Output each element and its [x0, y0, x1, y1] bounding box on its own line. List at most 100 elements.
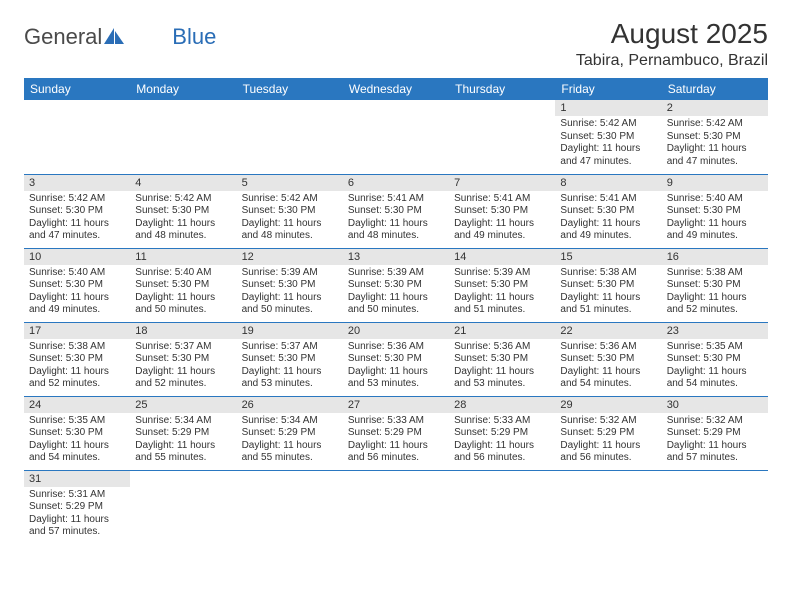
sunrise-text: Sunrise: 5:39 AM	[348, 267, 444, 280]
calendar-day-cell	[237, 470, 343, 544]
calendar-day-cell: 17Sunrise: 5:38 AMSunset: 5:30 PMDayligh…	[24, 322, 130, 396]
calendar-day-cell: 18Sunrise: 5:37 AMSunset: 5:30 PMDayligh…	[130, 322, 236, 396]
sunset-text: Sunset: 5:30 PM	[454, 353, 550, 366]
calendar-day-cell: 10Sunrise: 5:40 AMSunset: 5:30 PMDayligh…	[24, 248, 130, 322]
daylight-text: Daylight: 11 hours and 54 minutes.	[29, 440, 125, 465]
day-details: Sunrise: 5:31 AMSunset: 5:29 PMDaylight:…	[24, 487, 130, 543]
day-details: Sunrise: 5:41 AMSunset: 5:30 PMDaylight:…	[449, 191, 555, 247]
daylight-text: Daylight: 11 hours and 55 minutes.	[242, 440, 338, 465]
calendar-day-cell	[662, 470, 768, 544]
day-number: 17	[24, 323, 130, 339]
day-number: 31	[24, 471, 130, 487]
sunset-text: Sunset: 5:29 PM	[560, 427, 656, 440]
day-details: Sunrise: 5:40 AMSunset: 5:30 PMDaylight:…	[662, 191, 768, 247]
weekday-header: Sunday	[24, 78, 130, 100]
sunrise-text: Sunrise: 5:40 AM	[667, 193, 763, 206]
calendar-day-cell	[24, 100, 130, 174]
sunrise-text: Sunrise: 5:32 AM	[667, 415, 763, 428]
sunset-text: Sunset: 5:30 PM	[667, 205, 763, 218]
daylight-text: Daylight: 11 hours and 48 minutes.	[242, 218, 338, 243]
calendar-day-cell: 31Sunrise: 5:31 AMSunset: 5:29 PMDayligh…	[24, 470, 130, 544]
sunset-text: Sunset: 5:30 PM	[560, 131, 656, 144]
day-details: Sunrise: 5:36 AMSunset: 5:30 PMDaylight:…	[343, 339, 449, 395]
day-number: 22	[555, 323, 661, 339]
day-details: Sunrise: 5:35 AMSunset: 5:30 PMDaylight:…	[24, 413, 130, 469]
day-number: 28	[449, 397, 555, 413]
sunset-text: Sunset: 5:29 PM	[348, 427, 444, 440]
day-number: 20	[343, 323, 449, 339]
day-number: 3	[24, 175, 130, 191]
sunset-text: Sunset: 5:30 PM	[348, 205, 444, 218]
sunrise-text: Sunrise: 5:36 AM	[560, 341, 656, 354]
day-number: 9	[662, 175, 768, 191]
calendar-day-cell: 8Sunrise: 5:41 AMSunset: 5:30 PMDaylight…	[555, 174, 661, 248]
sunset-text: Sunset: 5:30 PM	[454, 205, 550, 218]
daylight-text: Daylight: 11 hours and 53 minutes.	[242, 366, 338, 391]
day-details: Sunrise: 5:33 AMSunset: 5:29 PMDaylight:…	[449, 413, 555, 469]
day-number: 18	[130, 323, 236, 339]
sunset-text: Sunset: 5:30 PM	[667, 279, 763, 292]
day-details: Sunrise: 5:42 AMSunset: 5:30 PMDaylight:…	[555, 116, 661, 172]
sunset-text: Sunset: 5:30 PM	[29, 353, 125, 366]
daylight-text: Daylight: 11 hours and 49 minutes.	[454, 218, 550, 243]
sunset-text: Sunset: 5:30 PM	[135, 205, 231, 218]
calendar-day-cell: 29Sunrise: 5:32 AMSunset: 5:29 PMDayligh…	[555, 396, 661, 470]
sunrise-text: Sunrise: 5:42 AM	[242, 193, 338, 206]
day-number: 4	[130, 175, 236, 191]
sunrise-text: Sunrise: 5:39 AM	[454, 267, 550, 280]
calendar-table: Sunday Monday Tuesday Wednesday Thursday…	[24, 78, 768, 544]
location-text: Tabira, Pernambuco, Brazil	[576, 52, 768, 70]
day-number: 29	[555, 397, 661, 413]
calendar-day-cell: 20Sunrise: 5:36 AMSunset: 5:30 PMDayligh…	[343, 322, 449, 396]
daylight-text: Daylight: 11 hours and 47 minutes.	[560, 143, 656, 168]
sunrise-text: Sunrise: 5:42 AM	[29, 193, 125, 206]
day-number: 11	[130, 249, 236, 265]
day-details: Sunrise: 5:33 AMSunset: 5:29 PMDaylight:…	[343, 413, 449, 469]
day-number: 8	[555, 175, 661, 191]
sunrise-text: Sunrise: 5:32 AM	[560, 415, 656, 428]
sunset-text: Sunset: 5:30 PM	[454, 279, 550, 292]
daylight-text: Daylight: 11 hours and 51 minutes.	[560, 292, 656, 317]
day-number: 21	[449, 323, 555, 339]
calendar-day-cell: 14Sunrise: 5:39 AMSunset: 5:30 PMDayligh…	[449, 248, 555, 322]
sunrise-text: Sunrise: 5:40 AM	[135, 267, 231, 280]
day-details: Sunrise: 5:41 AMSunset: 5:30 PMDaylight:…	[555, 191, 661, 247]
brand-logo: General Blue	[24, 18, 216, 50]
daylight-text: Daylight: 11 hours and 49 minutes.	[560, 218, 656, 243]
weekday-header: Wednesday	[343, 78, 449, 100]
day-number: 30	[662, 397, 768, 413]
day-details: Sunrise: 5:42 AMSunset: 5:30 PMDaylight:…	[130, 191, 236, 247]
daylight-text: Daylight: 11 hours and 52 minutes.	[135, 366, 231, 391]
sunset-text: Sunset: 5:29 PM	[454, 427, 550, 440]
sunset-text: Sunset: 5:29 PM	[135, 427, 231, 440]
calendar-day-cell: 26Sunrise: 5:34 AMSunset: 5:29 PMDayligh…	[237, 396, 343, 470]
day-number: 12	[237, 249, 343, 265]
calendar-day-cell: 16Sunrise: 5:38 AMSunset: 5:30 PMDayligh…	[662, 248, 768, 322]
day-details: Sunrise: 5:32 AMSunset: 5:29 PMDaylight:…	[555, 413, 661, 469]
calendar-day-cell	[449, 100, 555, 174]
calendar-week-row: 31Sunrise: 5:31 AMSunset: 5:29 PMDayligh…	[24, 470, 768, 544]
calendar-day-cell: 15Sunrise: 5:38 AMSunset: 5:30 PMDayligh…	[555, 248, 661, 322]
sunrise-text: Sunrise: 5:33 AM	[454, 415, 550, 428]
calendar-day-cell: 30Sunrise: 5:32 AMSunset: 5:29 PMDayligh…	[662, 396, 768, 470]
day-details: Sunrise: 5:34 AMSunset: 5:29 PMDaylight:…	[130, 413, 236, 469]
sunset-text: Sunset: 5:30 PM	[348, 279, 444, 292]
daylight-text: Daylight: 11 hours and 49 minutes.	[29, 292, 125, 317]
sunset-text: Sunset: 5:30 PM	[29, 427, 125, 440]
sunrise-text: Sunrise: 5:36 AM	[348, 341, 444, 354]
calendar-day-cell: 23Sunrise: 5:35 AMSunset: 5:30 PMDayligh…	[662, 322, 768, 396]
day-details: Sunrise: 5:41 AMSunset: 5:30 PMDaylight:…	[343, 191, 449, 247]
day-details: Sunrise: 5:37 AMSunset: 5:30 PMDaylight:…	[237, 339, 343, 395]
day-number: 13	[343, 249, 449, 265]
daylight-text: Daylight: 11 hours and 54 minutes.	[667, 366, 763, 391]
calendar-day-cell: 22Sunrise: 5:36 AMSunset: 5:30 PMDayligh…	[555, 322, 661, 396]
sunset-text: Sunset: 5:30 PM	[560, 205, 656, 218]
calendar-day-cell	[130, 470, 236, 544]
day-details: Sunrise: 5:38 AMSunset: 5:30 PMDaylight:…	[24, 339, 130, 395]
sunrise-text: Sunrise: 5:36 AM	[454, 341, 550, 354]
daylight-text: Daylight: 11 hours and 50 minutes.	[242, 292, 338, 317]
calendar-day-cell: 19Sunrise: 5:37 AMSunset: 5:30 PMDayligh…	[237, 322, 343, 396]
sunrise-text: Sunrise: 5:39 AM	[242, 267, 338, 280]
sunrise-text: Sunrise: 5:38 AM	[560, 267, 656, 280]
daylight-text: Daylight: 11 hours and 57 minutes.	[29, 514, 125, 539]
